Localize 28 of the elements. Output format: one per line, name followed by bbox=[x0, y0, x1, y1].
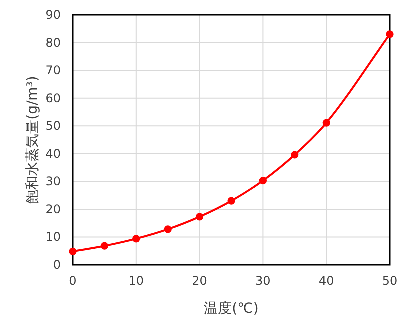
x-axis-title: 温度(℃) bbox=[204, 301, 259, 317]
x-tick-label: 40 bbox=[318, 274, 334, 288]
point bbox=[259, 177, 267, 185]
x-tick-label: 0 bbox=[69, 274, 77, 288]
y-axis-title: 飽和水蒸気量(g/m³) bbox=[25, 76, 41, 204]
y-tick-label: 70 bbox=[46, 64, 61, 78]
y-tick-label: 80 bbox=[46, 36, 61, 50]
y-tick-label: 30 bbox=[46, 174, 61, 189]
y-tick-label: 50 bbox=[46, 119, 61, 134]
point bbox=[100, 242, 108, 250]
y-tick-label: 90 bbox=[46, 8, 61, 22]
point bbox=[196, 213, 204, 221]
point bbox=[291, 151, 299, 159]
y-tick-label: 10 bbox=[46, 230, 61, 244]
y-tick-label: 0 bbox=[53, 258, 61, 272]
x-tick-label: 50 bbox=[382, 274, 398, 288]
x-tick-label: 30 bbox=[256, 274, 271, 288]
point bbox=[228, 197, 236, 205]
x-tick-label: 10 bbox=[128, 274, 144, 288]
point bbox=[386, 30, 394, 38]
point bbox=[164, 226, 172, 234]
point bbox=[69, 248, 77, 256]
point bbox=[132, 235, 140, 243]
y-tick-label: 20 bbox=[46, 202, 61, 216]
y-tick-label: 60 bbox=[46, 91, 61, 106]
x-tick-label: 20 bbox=[192, 274, 208, 288]
y-tick-label: 40 bbox=[46, 146, 61, 161]
point bbox=[322, 119, 330, 127]
